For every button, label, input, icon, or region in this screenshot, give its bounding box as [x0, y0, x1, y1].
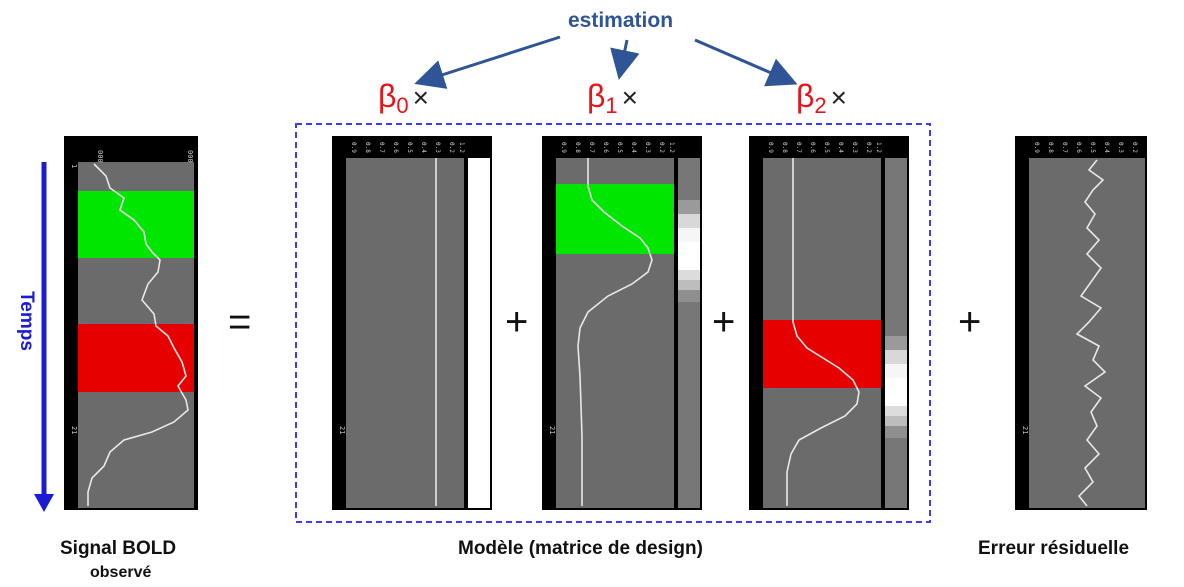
condition-a-block	[78, 191, 194, 258]
svg-text:0.7: 0.7	[1061, 142, 1068, 153]
caption-residual: Erreur résiduelle	[978, 538, 1130, 559]
svg-text:000: 000	[96, 150, 104, 163]
svg-text:21: 21	[338, 426, 346, 434]
estimation-arrow-beta2	[694, 38, 798, 87]
beta-2-symbol: β	[796, 78, 815, 114]
estimation-arrow-beta0	[414, 35, 561, 89]
estimation-arrow-beta1	[610, 39, 640, 80]
svg-text:1.2: 1.2	[875, 142, 882, 153]
beta-0-times: ×	[412, 82, 430, 113]
bold-signal-panel: 1 21 000 000	[64, 136, 198, 510]
beta-1: β1 ×	[587, 80, 638, 117]
estimation-label: estimation	[568, 9, 674, 32]
svg-text:0.2: 0.2	[1131, 142, 1138, 153]
svg-text:21: 21	[1021, 426, 1029, 434]
caption-model: Modèle (matrice de design)	[458, 538, 703, 559]
plus-sign-3: +	[958, 300, 982, 344]
svg-text:0.2: 0.2	[448, 142, 455, 153]
beta-2: β2 ×	[796, 80, 847, 117]
model-box	[295, 123, 931, 523]
caption-signal-line1: Signal BOLD	[60, 538, 177, 559]
residual-panel: 0.9 0.8 0.7 0.6 0.5 0.4 0.3 0.2 21	[1015, 136, 1147, 510]
caption-signal-line2: observé	[90, 564, 152, 581]
svg-text:0.9: 0.9	[560, 142, 567, 153]
plus-sign-1: +	[505, 300, 529, 344]
equals-sign: =	[228, 300, 252, 344]
svg-text:000: 000	[186, 150, 194, 163]
svg-text:0.2: 0.2	[658, 142, 665, 153]
svg-text:0.5: 0.5	[1089, 142, 1096, 153]
svg-text:0.9: 0.9	[1033, 142, 1040, 153]
svg-text:0.3: 0.3	[644, 142, 651, 153]
beta-1-times: ×	[621, 82, 639, 113]
beta-1-symbol: β	[587, 78, 606, 114]
svg-text:0.9: 0.9	[767, 142, 774, 153]
condition-b-block	[78, 324, 194, 392]
plus-sign-2: +	[712, 300, 736, 344]
regressor-0-panel: 0.9 0.8 0.7 0.6 0.5 0.4 0.3 0.2 1.2 21	[332, 136, 492, 510]
svg-text:0.3: 0.3	[434, 142, 441, 153]
time-arrow-head	[34, 494, 54, 512]
svg-text:0.4: 0.4	[837, 142, 844, 153]
svg-text:0.6: 0.6	[602, 142, 609, 153]
svg-text:0.5: 0.5	[406, 142, 413, 153]
condition-b-block	[763, 320, 881, 388]
svg-text:0.6: 0.6	[1075, 142, 1082, 153]
svg-text:1: 1	[70, 164, 78, 168]
svg-text:0.8: 0.8	[364, 142, 371, 153]
condition-a-block	[556, 184, 674, 254]
svg-text:0.8: 0.8	[781, 142, 788, 153]
svg-text:1.2: 1.2	[458, 142, 465, 153]
svg-text:0.4: 0.4	[420, 142, 427, 153]
svg-text:0.7: 0.7	[378, 142, 385, 153]
beta-2-subscript: 2	[814, 93, 827, 118]
beta-2-times: ×	[830, 82, 848, 113]
svg-text:0.5: 0.5	[823, 142, 830, 153]
beta-1-subscript: 1	[605, 93, 618, 118]
svg-text:0.7: 0.7	[795, 142, 802, 153]
svg-text:0.9: 0.9	[350, 142, 357, 153]
svg-text:21: 21	[548, 426, 556, 434]
svg-text:0.3: 0.3	[1117, 142, 1124, 153]
svg-text:0.8: 0.8	[574, 142, 581, 153]
svg-text:1.2: 1.2	[668, 142, 675, 153]
beta-0-subscript: 0	[396, 93, 409, 118]
svg-text:0.5: 0.5	[616, 142, 623, 153]
svg-text:0.2: 0.2	[865, 142, 872, 153]
svg-text:0.6: 0.6	[809, 142, 816, 153]
svg-text:21: 21	[70, 426, 78, 434]
svg-text:0.3: 0.3	[851, 142, 858, 153]
regressor-2-panel: 0.9 0.8 0.7 0.6 0.5 0.4 0.3 0.2 1.2	[749, 136, 909, 510]
regressor-1-panel: 0.9 0.8 0.7 0.6 0.5 0.4 0.3 0.2 1.2 21	[542, 136, 702, 510]
beta-0-symbol: β	[378, 78, 397, 114]
beta-0: β0 ×	[378, 80, 429, 117]
svg-text:0.4: 0.4	[630, 142, 637, 153]
svg-text:0.6: 0.6	[392, 142, 399, 153]
time-axis-label: Temps	[15, 291, 37, 351]
svg-text:0.8: 0.8	[1047, 142, 1054, 153]
svg-text:0.7: 0.7	[588, 142, 595, 153]
svg-text:0.4: 0.4	[1103, 142, 1110, 153]
